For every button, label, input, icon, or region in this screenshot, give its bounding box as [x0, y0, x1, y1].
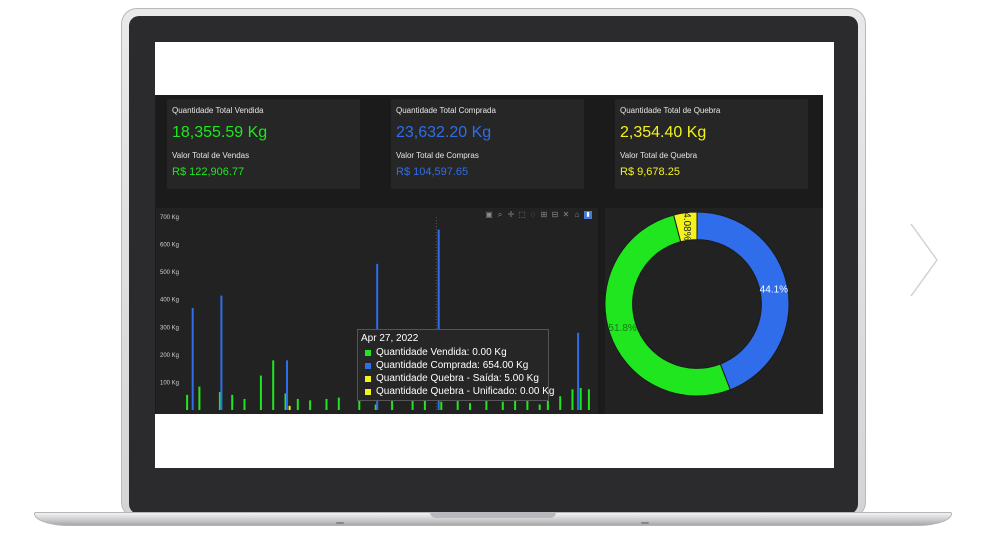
laptop-foot — [336, 522, 344, 524]
y-tick-label: 100 Kg — [160, 380, 179, 386]
kpi-value-label: Valor Total de Vendas — [172, 151, 250, 160]
bar — [284, 393, 287, 410]
reset-axes-icon[interactable]: ⌂ — [574, 210, 580, 219]
hover-tooltip: Apr 27, 2022 Quantidade Vendida: 0.00 Kg… — [357, 329, 554, 401]
donut-chart-panel: 44.1% 51.8% 4.08% — [605, 208, 823, 414]
kpi-label: Quantidade Total de Quebra — [620, 106, 721, 115]
bar — [198, 386, 201, 410]
bar — [514, 398, 517, 410]
bar — [546, 400, 549, 410]
kpi-card-breakage: Quantidade Total de Quebra 2,354.40 Kg V… — [615, 99, 808, 189]
bar — [218, 392, 221, 410]
kpi-value: R$ 9,678.25 — [620, 166, 680, 178]
tooltip-row-text: Quantidade Quebra - Unificado: 0.00 Kg — [376, 386, 555, 397]
legend-swatch — [365, 349, 371, 356]
donut-slice — [605, 214, 731, 397]
bar — [272, 360, 275, 410]
donut-slice — [696, 211, 790, 391]
kpi-label: Quantidade Total Vendida — [172, 106, 264, 115]
tooltip-row: Quantidade Vendida: 0.00 Kg — [365, 347, 507, 358]
camera-icon[interactable]: ▣ — [485, 210, 493, 219]
y-tick-label: 200 Kg — [160, 353, 179, 359]
donut-slice-label: 51.8% — [608, 323, 636, 334]
y-tick-label: 700 Kg — [160, 215, 179, 221]
donut-chart[interactable]: 44.1% 51.8% 4.08% — [605, 208, 823, 414]
bar — [579, 387, 582, 410]
bar — [456, 400, 459, 410]
autoscale-icon[interactable]: ✕ — [562, 210, 570, 219]
chevron-right-icon[interactable] — [905, 222, 941, 298]
tooltip-row-text: Quantidade Vendida: 0.00 Kg — [376, 347, 507, 358]
bar — [259, 375, 262, 410]
donut-slice-label: 44.1% — [760, 285, 788, 296]
bar — [538, 404, 541, 410]
bar — [337, 397, 340, 410]
bar — [440, 401, 443, 410]
tooltip-row: Quantidade Quebra - Unificado: 0.00 Kg — [365, 386, 554, 397]
dashboard: Quantidade Total Vendida 18,355.59 Kg Va… — [155, 95, 823, 414]
tooltip-row-text: Quantidade Quebra - Saída: 5.00 Kg — [376, 373, 539, 384]
bar — [191, 307, 194, 410]
tooltip-date: Apr 27, 2022 — [361, 333, 419, 344]
bar — [571, 389, 574, 410]
plotly-logo-icon[interactable]: ▮ — [584, 211, 592, 219]
zoom-in-icon[interactable]: ⊞ — [540, 210, 548, 219]
bar — [358, 398, 361, 410]
tooltip-row-text: Quantidade Comprada: 654.00 Kg — [376, 360, 529, 371]
bar — [485, 393, 488, 410]
bar — [309, 400, 312, 410]
legend-swatch — [365, 362, 371, 369]
bar — [325, 398, 328, 410]
legend-swatch — [365, 375, 371, 382]
bar — [501, 401, 504, 410]
donut-slice-label: 4.08% — [681, 212, 692, 240]
kpi-quantity: 18,355.59 Kg — [172, 124, 268, 141]
bar-chart-panel: 700 Kg 600 Kg 500 Kg 400 Kg 300 Kg 200 Kg 100 … — [156, 208, 598, 414]
bar — [577, 332, 580, 410]
kpi-card-sold: Quantidade Total Vendida 18,355.59 Kg Va… — [167, 99, 360, 189]
bar — [288, 405, 291, 410]
zoom-out-icon[interactable]: ⊟ — [551, 210, 559, 219]
bar — [423, 398, 426, 410]
laptop-screen: Quantidade Total Vendida 18,355.59 Kg Va… — [155, 42, 834, 468]
chart-toolbar: ▣ ⌕ ✛ ⬚ ◌ ⊞ ⊟ ✕ ⌂ ▮ — [485, 211, 592, 219]
laptop-foot — [641, 522, 649, 524]
kpi-value: R$ 104,597.65 — [396, 166, 469, 178]
bar — [469, 403, 471, 410]
bar — [243, 398, 246, 410]
kpi-quantity: 2,354.40 Kg — [620, 124, 707, 141]
donut-slice — [673, 211, 698, 243]
kpi-value-label: Valor Total de Quebra — [620, 151, 698, 160]
lasso-icon[interactable]: ◌ — [530, 210, 536, 219]
bar — [526, 400, 529, 410]
box-select-icon[interactable]: ⬚ — [518, 210, 526, 219]
bar — [286, 360, 288, 410]
kpi-quantity: 23,632.20 Kg — [396, 124, 492, 141]
kpi-card-bought: Quantidade Total Comprada 23,632.20 Kg V… — [391, 99, 584, 189]
zoom-icon[interactable]: ⌕ — [497, 210, 503, 219]
bar — [587, 389, 590, 410]
kpi-value-label: Valor Total de Compras — [396, 151, 479, 160]
y-tick-label: 500 Kg — [160, 270, 179, 276]
y-tick-label: 400 Kg — [160, 298, 179, 304]
tooltip-row: Quantidade Comprada: 654.00 Kg — [365, 360, 528, 371]
y-tick-label: 300 Kg — [160, 325, 179, 331]
legend-swatch — [365, 388, 371, 395]
bar — [231, 394, 234, 410]
kpi-label: Quantidade Total Comprada — [396, 106, 496, 115]
y-tick-label: 600 Kg — [160, 243, 179, 249]
pan-icon[interactable]: ✛ — [507, 210, 515, 219]
tooltip-row: Quantidade Quebra - Saída: 5.00 Kg — [365, 373, 539, 384]
bar — [186, 394, 189, 410]
bar — [220, 295, 223, 410]
laptop-notch — [430, 512, 556, 518]
bar — [296, 398, 299, 410]
bar — [559, 396, 562, 410]
kpi-value: R$ 122,906.77 — [172, 166, 245, 178]
bar — [374, 404, 377, 410]
bar — [437, 229, 440, 410]
bar — [411, 400, 414, 410]
